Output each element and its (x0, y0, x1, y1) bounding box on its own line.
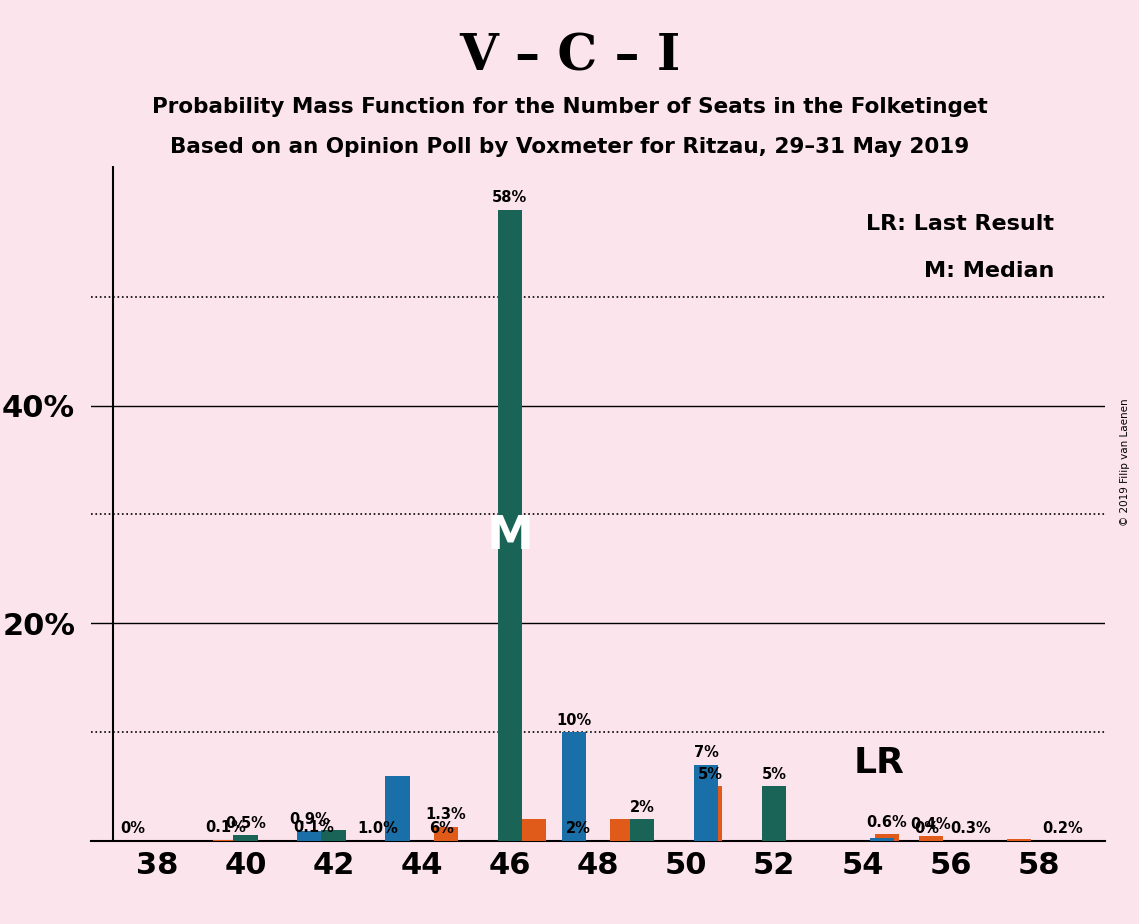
Text: 5%: 5% (698, 767, 723, 782)
Text: 0.5%: 0.5% (224, 816, 265, 831)
Text: LR: LR (853, 746, 904, 780)
Text: 0.4%: 0.4% (910, 817, 951, 833)
Text: 1.0%: 1.0% (358, 821, 398, 836)
Text: 0.9%: 0.9% (289, 811, 329, 827)
Bar (762, 786, 786, 841)
Bar (870, 837, 894, 841)
Text: 5%: 5% (762, 767, 787, 782)
Bar (1007, 839, 1031, 841)
Text: 0.3%: 0.3% (950, 821, 991, 836)
Bar (694, 765, 718, 841)
Bar (385, 775, 410, 841)
Bar (498, 210, 522, 841)
Text: 0%: 0% (121, 821, 146, 836)
Bar (302, 840, 326, 841)
Bar (522, 819, 547, 841)
Text: Probability Mass Function for the Number of Seats in the Folketinget: Probability Mass Function for the Number… (151, 97, 988, 117)
Text: 0.1%: 0.1% (293, 821, 334, 835)
Text: 58%: 58% (492, 190, 527, 205)
Bar (611, 819, 634, 841)
Text: M: Median: M: Median (924, 261, 1054, 281)
Text: 2%: 2% (566, 821, 591, 836)
Text: 1.3%: 1.3% (426, 808, 466, 822)
Bar (213, 840, 238, 841)
Bar (562, 732, 585, 841)
Text: 0.1%: 0.1% (205, 821, 246, 835)
Bar (875, 834, 899, 841)
Text: © 2019 Filip van Laenen: © 2019 Filip van Laenen (1121, 398, 1130, 526)
Bar (698, 786, 722, 841)
Bar (297, 831, 321, 841)
Bar (434, 827, 458, 841)
Text: LR: Last Result: LR: Last Result (866, 213, 1054, 234)
Text: Based on an Opinion Poll by Voxmeter for Ritzau, 29–31 May 2019: Based on an Opinion Poll by Voxmeter for… (170, 137, 969, 157)
Text: V – C – I: V – C – I (459, 32, 680, 81)
Bar (233, 835, 257, 841)
Bar (919, 836, 943, 841)
Bar (321, 830, 345, 841)
Text: 0.2%: 0.2% (1042, 821, 1083, 836)
Text: 10%: 10% (556, 712, 591, 728)
Text: 6%: 6% (429, 821, 454, 836)
Text: 0.6%: 0.6% (867, 815, 907, 830)
Bar (630, 819, 654, 841)
Text: 7%: 7% (694, 746, 719, 760)
Text: 2%: 2% (630, 800, 655, 815)
Text: 0%: 0% (913, 821, 939, 836)
Text: M: M (486, 514, 533, 559)
